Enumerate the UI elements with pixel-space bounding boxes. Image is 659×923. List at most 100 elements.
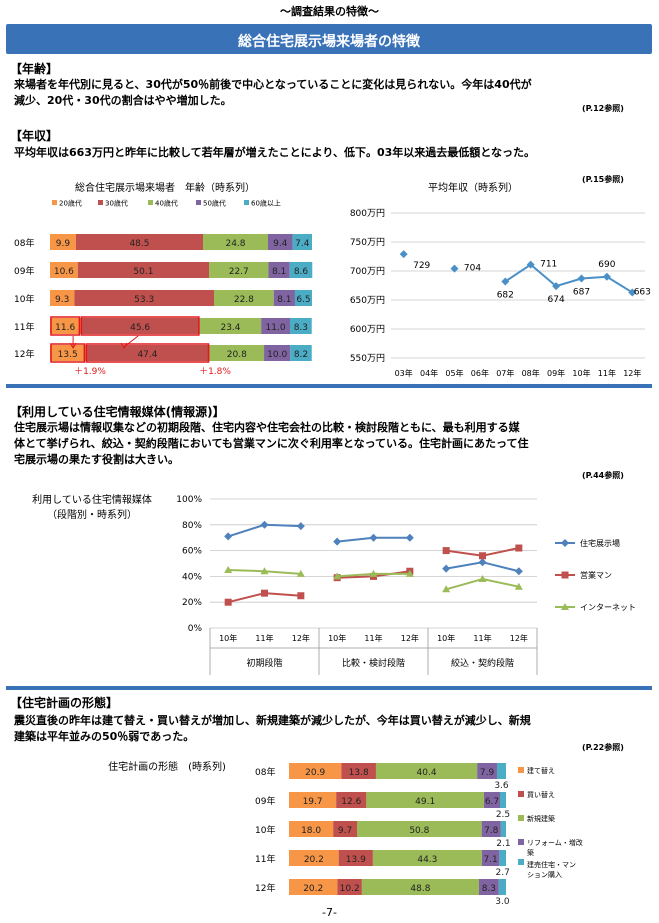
data-label: 8.1 <box>277 295 291 305</box>
data-point <box>369 533 378 542</box>
data-label: 47.4 <box>137 350 157 360</box>
bar-segment <box>289 879 338 895</box>
x-tick-label: 07年 <box>496 368 514 378</box>
data-label: 7.8 <box>484 826 499 836</box>
age-chart-legend: 20歳代 30歳代 40歳代 50歳代 60歳以上 <box>52 199 281 208</box>
age-line-1: 来場者を年代別に見ると、30代が50％前後で中心となっていることに変化は見られな… <box>14 78 532 91</box>
bar-segment <box>481 821 501 837</box>
bar-segment <box>333 821 357 837</box>
y-tick-label: 750万円 <box>350 237 385 248</box>
legend-label: 50歳代 <box>203 199 226 208</box>
legend-label: 建て替え <box>527 766 555 775</box>
section-divider-2 <box>6 686 652 690</box>
age-ref: (P.12参照) <box>582 104 624 113</box>
bar-segment <box>289 318 312 334</box>
data-label: 674 <box>548 295 565 305</box>
data-label: 9.4 <box>273 239 288 249</box>
legend-swatch <box>148 200 153 205</box>
legend-swatch <box>196 200 201 205</box>
category-label: 08年 <box>14 237 34 249</box>
data-label: 45.6 <box>130 323 150 333</box>
data-point <box>442 564 451 573</box>
category-label: 11年 <box>14 321 34 333</box>
bar-segment <box>290 345 312 361</box>
x-tick-label: 04年 <box>420 368 438 378</box>
data-label: 8.3 <box>294 323 308 333</box>
legend-label: 営業マン <box>580 570 612 580</box>
x-tick-label: 11年 <box>364 633 382 643</box>
x-tick-label: 08年 <box>522 368 540 378</box>
data-label: 682 <box>497 290 514 300</box>
data-label: 11.0 <box>266 323 286 333</box>
data-label: 20.2 <box>303 884 323 894</box>
bar-segment <box>366 792 484 808</box>
data-point <box>478 558 487 567</box>
data-label: 22.7 <box>229 267 249 277</box>
y-tick-label: 60% <box>182 547 202 557</box>
data-label: 3.0 <box>495 897 510 907</box>
legend-swatch <box>518 815 524 821</box>
highlight-box <box>85 343 210 363</box>
banner-title: 総合住宅展示場来場者の特徴 <box>238 34 420 50</box>
category-label: 10年 <box>255 824 275 836</box>
plan-chart-title: 住宅計画の形態 (時系列) <box>108 760 226 773</box>
data-label: 7.4 <box>295 239 310 249</box>
data-label: 53.3 <box>134 295 154 305</box>
legend-label: 築 <box>527 848 534 857</box>
group-label: 初期段階 <box>246 657 282 669</box>
x-tick-label: 10年 <box>437 633 455 643</box>
page-number: -7- <box>322 906 337 919</box>
x-tick-label: 11年 <box>598 368 616 378</box>
legend-swatch <box>244 200 249 205</box>
media-line-3: 宅展示場の果たす役割は大きい。 <box>14 453 179 466</box>
legend-label: 買い替え <box>527 790 555 799</box>
data-point <box>514 567 523 576</box>
media-line-1: 住宅展示場は情報収集などの初期段階、住宅内容や住宅会社の比較・検討段階ともに、最… <box>14 421 520 434</box>
data-label: 50.1 <box>133 267 153 277</box>
data-point <box>602 272 611 281</box>
data-label: 13.8 <box>349 768 369 778</box>
bar-segment <box>341 763 376 779</box>
bar-segment <box>50 290 75 306</box>
data-label: 9.9 <box>56 239 71 249</box>
category-label: 10年 <box>14 293 34 305</box>
bar-segment <box>294 290 312 306</box>
bar-segment <box>80 318 200 334</box>
y-tick-label: 650万円 <box>350 295 385 306</box>
data-point <box>442 547 450 555</box>
data-point <box>224 598 232 606</box>
y-tick-label: 0% <box>188 624 203 634</box>
bar-segment <box>74 290 215 306</box>
data-point <box>479 552 486 560</box>
data-label: 8.3 <box>482 884 496 894</box>
data-point <box>399 250 408 259</box>
category-label: 08年 <box>255 766 275 778</box>
y-tick-label: 100% <box>176 495 202 505</box>
plan-body: 震災直後の昨年は建て替え・買い替えが増加し、新規建築が減少したが、今年は買い替え… <box>14 713 531 745</box>
bar-segment <box>500 792 506 808</box>
data-label: 20.9 <box>305 768 325 778</box>
data-point <box>260 520 269 529</box>
bar-segment <box>77 262 210 278</box>
x-tick-label: 10年 <box>219 633 237 643</box>
data-label: 49.1 <box>415 797 435 807</box>
age-line-2: 減少、20代・30代の割合はやや増加した。 <box>14 94 232 107</box>
bar-segment <box>289 262 313 278</box>
media-heading: 【利用している住宅情報媒体(情報源)】 <box>10 405 225 419</box>
y-tick-label: 800万円 <box>350 208 385 219</box>
data-point <box>224 565 233 573</box>
data-label: 2.7 <box>496 868 510 878</box>
bar-segment <box>289 792 337 808</box>
plan-line-2: 建築は平年並みの50％弱であった。 <box>14 730 195 743</box>
y-tick-label: 40% <box>182 572 202 582</box>
x-tick-label: 12年 <box>292 633 310 643</box>
media-line-2: 体とて挙げられ、絞込・契約段階においても営業マンに次ぐ利用率となっている。住宅計… <box>14 437 529 450</box>
income-chart-plot: 550万円 600万円 650万円 700万円 750万円 800万円 03年 04年 05年 0… <box>350 208 651 378</box>
arrow-line <box>123 335 139 348</box>
legend-swatch <box>518 839 524 845</box>
legend-swatch <box>518 791 524 797</box>
bar-segment <box>50 262 78 278</box>
income-chart: 平均年収（時系列） 550万円 600万円 650万円 700万円 750万円 800万円… <box>350 181 651 378</box>
x-tick-label: 11年 <box>255 633 273 643</box>
data-label: 2.5 <box>496 810 510 820</box>
